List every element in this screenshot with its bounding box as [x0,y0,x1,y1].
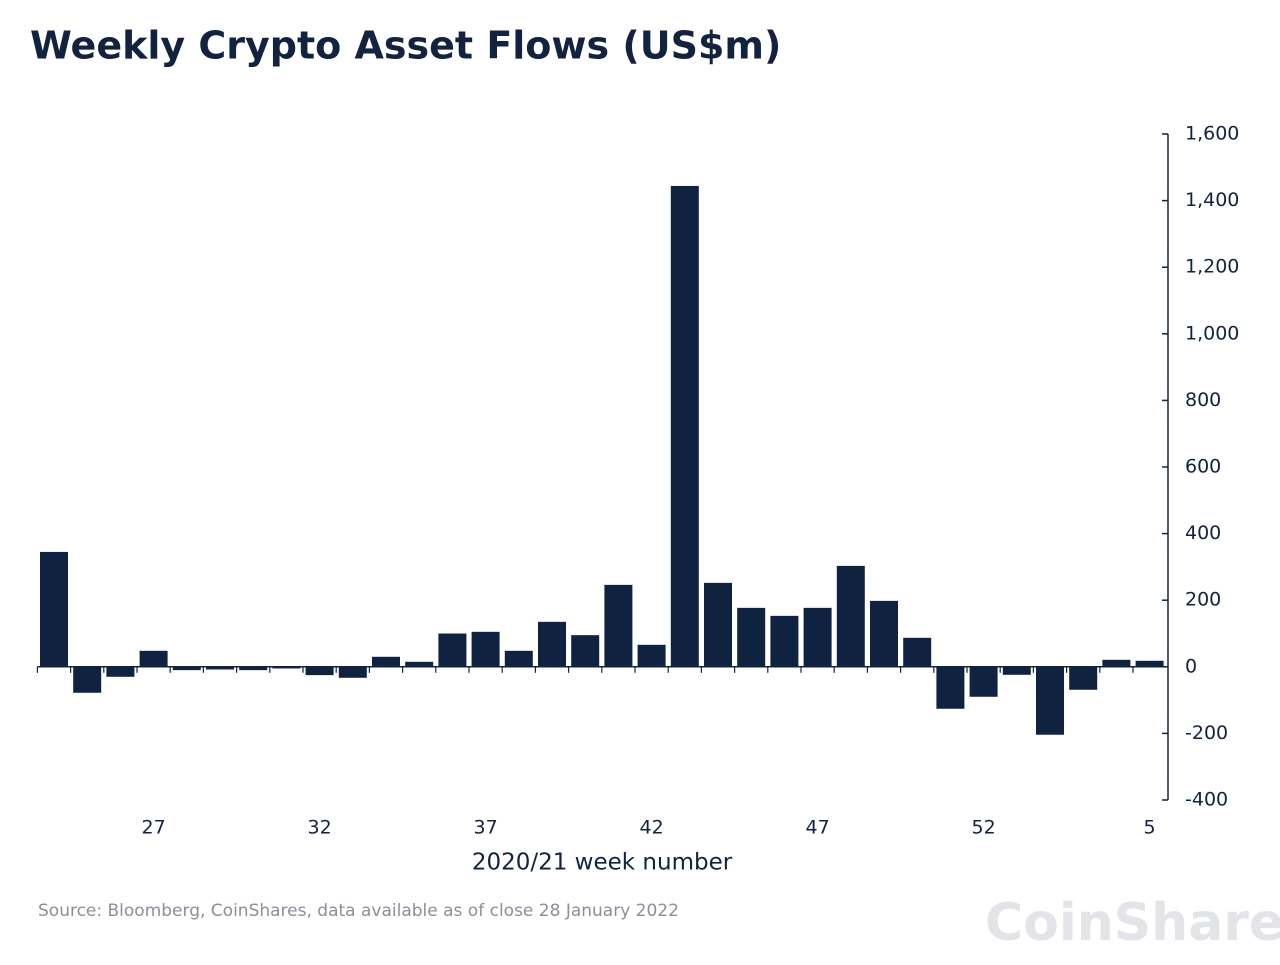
bar [305,666,334,676]
y-tick-label: 1,600 [1185,123,1239,145]
x-tick-label: 42 [640,817,664,839]
y-tick-label: 1,200 [1185,256,1239,278]
y-tick-label: 1,400 [1185,189,1239,211]
bar [504,650,533,667]
x-axis-label: 2020/21 week number [472,850,733,876]
bar [1069,666,1098,690]
x-tick-label: 5 [1144,817,1156,839]
bar [272,666,301,669]
bar [40,551,68,667]
bar [106,666,135,677]
bar [936,666,965,709]
bar [405,661,434,667]
bar [538,621,566,667]
bar [1036,666,1064,735]
y-tick-label: 200 [1185,589,1221,611]
y-tick-label: 800 [1185,389,1221,411]
x-tick-label: 47 [806,817,830,839]
bar [73,666,102,693]
bar [1102,659,1131,667]
bar [139,650,168,667]
x-tick-label: 37 [474,817,498,839]
bar [604,584,633,667]
y-tick-label: 1,000 [1185,322,1239,344]
y-tick-label: -200 [1185,722,1228,744]
chart-title: Weekly Crypto Asset Flows (US$m) [30,24,781,68]
y-tick-label: 0 [1185,655,1197,677]
bar [836,565,865,667]
y-tick-label: 400 [1185,522,1221,544]
x-tick-label: 27 [142,817,166,839]
bar [803,607,832,667]
bar [239,666,268,671]
bar [969,666,998,697]
bar [338,666,367,678]
bar [471,631,500,667]
y-tick-label: -400 [1185,789,1228,811]
bar [670,185,699,667]
y-tick-label: 600 [1185,456,1221,478]
bar [206,666,234,670]
bar [372,656,400,667]
bar [1135,660,1164,667]
bar [172,666,201,671]
bar [903,637,932,667]
source-note: Source: Bloomberg, CoinShares, data avai… [38,901,679,921]
bar [438,633,467,667]
bar [571,635,600,667]
logo: CoinShares [985,893,1280,953]
x-tick-label: 32 [308,817,332,839]
bar [737,607,766,667]
x-tick-label: 52 [972,817,996,839]
bar [770,615,799,667]
bar [704,582,732,667]
bar [870,600,898,667]
bar [1002,666,1031,675]
bar [637,644,666,667]
